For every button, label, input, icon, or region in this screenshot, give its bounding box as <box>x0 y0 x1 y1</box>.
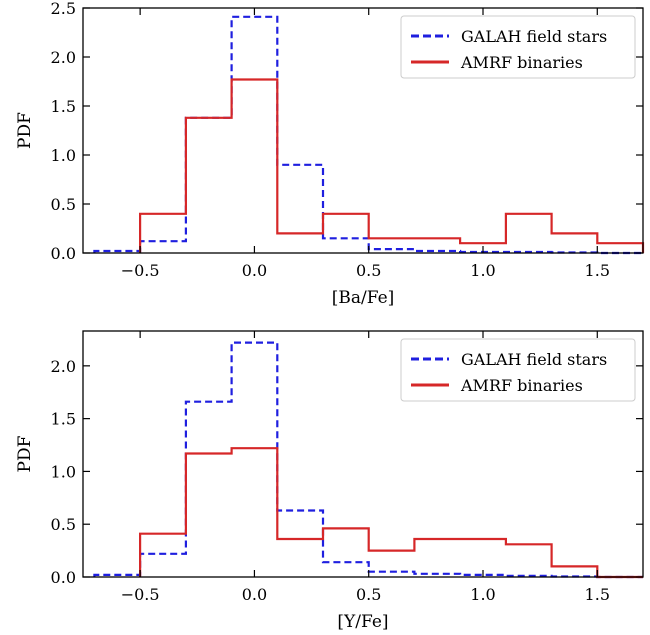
x-tick-label: −0.5 <box>121 585 160 604</box>
x-tick-label: 1.0 <box>470 585 495 604</box>
panel-ba-fe: −0.5 0.0 0.5 1.0 1.5 0.0 0.5 1.0 1.5 2.0 2.5 [Ba/Fe… <box>15 0 645 308</box>
y-tick-label: 0.5 <box>51 515 76 534</box>
x-tick-label: 0.0 <box>242 585 267 604</box>
y-tick-label: 2.0 <box>51 357 76 376</box>
legend-box <box>400 15 636 79</box>
legend-label: AMRF binaries <box>460 376 583 395</box>
x-tick-label: 0.5 <box>356 585 381 604</box>
y-tick-label: 0.0 <box>51 244 76 263</box>
y-tick-label: 2.5 <box>51 0 76 18</box>
x-tick-label: 0.0 <box>242 261 267 280</box>
y-tick-label: 2.0 <box>51 48 76 67</box>
x-axis-label: [Y/Fe] <box>337 612 388 632</box>
panel-y-fe: −0.5 0.0 0.5 1.0 1.5 0.0 0.5 1.0 1.5 2.0 [Y/Fe] PDF… <box>15 330 644 632</box>
y-tick-label: 1.5 <box>51 97 76 116</box>
legend-box <box>400 338 636 402</box>
axes-frame <box>82 7 644 254</box>
x-tick-label: 0.5 <box>356 261 381 280</box>
y-tick-label: 1.0 <box>51 146 76 165</box>
y-tick-label: 0.5 <box>51 195 76 214</box>
x-axis-label: [Ba/Fe] <box>332 288 395 308</box>
legend-label: AMRF binaries <box>460 53 583 72</box>
y-tick-label: 1.0 <box>51 462 76 481</box>
axes-frame <box>82 330 644 578</box>
y-axis-label: PDF <box>15 435 35 472</box>
x-tick-label: 1.0 <box>470 261 495 280</box>
series-amrf-line <box>139 447 643 579</box>
y-tick-label: 0.0 <box>51 568 76 587</box>
x-tick-label: 1.5 <box>585 261 610 280</box>
series-amrf-line <box>139 78 645 253</box>
legend-label: GALAH field stars <box>461 350 607 369</box>
series-galah-line <box>93 15 643 255</box>
y-axis-label: PDF <box>15 112 35 149</box>
legend-label: GALAH field stars <box>461 27 607 46</box>
y-tick-label: 1.5 <box>51 410 76 429</box>
x-tick-label: −0.5 <box>121 261 160 280</box>
x-tick-label: 1.5 <box>585 585 610 604</box>
series-galah-line <box>93 341 643 579</box>
